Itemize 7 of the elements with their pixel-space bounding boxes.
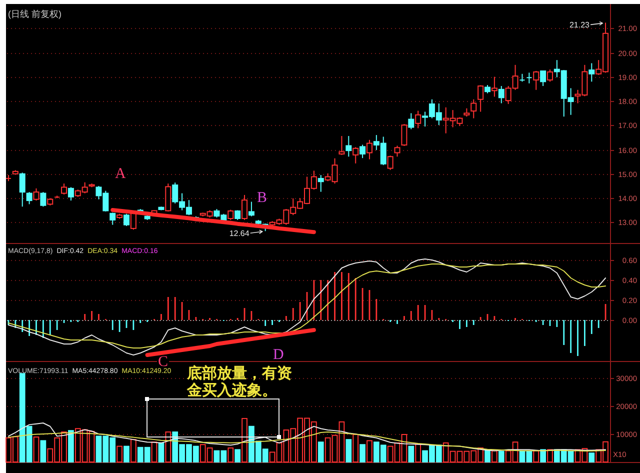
text: (日线 前复权)	[8, 9, 62, 19]
annotation: 12.64	[229, 229, 250, 238]
annotation: D	[273, 347, 284, 363]
annotation: B	[257, 190, 268, 206]
annotation: 底部放量，有资金买入迹象。	[186, 364, 292, 399]
annotation: 21.23	[569, 20, 590, 30]
annotation: A	[115, 166, 126, 182]
